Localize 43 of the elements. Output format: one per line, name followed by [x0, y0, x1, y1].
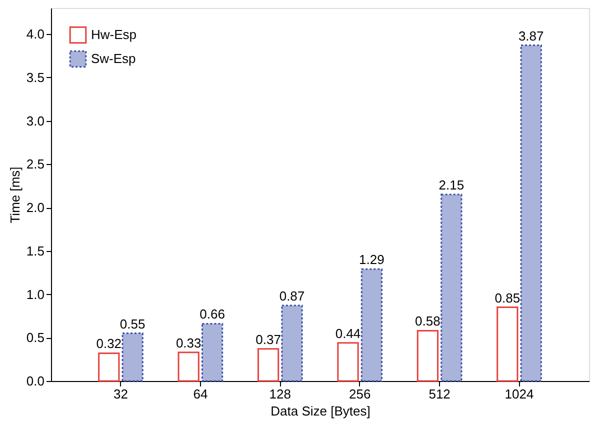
x-axis-title: Data Size [Bytes]	[270, 404, 370, 418]
x-tick-label: 1024	[504, 386, 534, 402]
data-label: 0.66	[200, 306, 225, 322]
y-tick-label: 1.0	[26, 286, 44, 302]
y-tick-label: 3.5	[26, 70, 44, 85]
data-label: 0.87	[279, 288, 305, 304]
x-tick-label: 128	[269, 386, 291, 402]
x-tick-label: 64	[193, 386, 208, 402]
bar	[337, 342, 359, 382]
data-label: 2.15	[438, 178, 464, 192]
x-tick-label: 512	[428, 386, 450, 402]
bar	[281, 304, 303, 382]
bar	[360, 268, 383, 382]
data-label: 0.37	[256, 332, 281, 347]
y-tick-label: 1.5	[26, 243, 44, 258]
bar	[98, 352, 120, 382]
bar	[520, 44, 542, 382]
data-label: 0.58	[415, 314, 440, 329]
data-label: 0.44	[335, 326, 361, 341]
bar	[496, 306, 518, 382]
x-tick-label: 256	[349, 386, 371, 402]
y-tick-label: 0.0	[26, 374, 44, 388]
data-label: 0.55	[120, 316, 146, 332]
y-tick-label: 4.0	[26, 26, 44, 42]
data-label: 1.29	[359, 252, 384, 268]
data-label: 0.32	[96, 336, 122, 352]
bar	[416, 330, 439, 382]
y-tick-label: 0.5	[26, 330, 44, 346]
y-axis-title: Time [ms]	[7, 166, 22, 224]
bar	[440, 194, 462, 382]
y-tick-label: 2.5	[26, 156, 44, 172]
data-label: 0.33	[176, 335, 202, 350]
y-tick-label: 3.0	[26, 113, 44, 128]
x-tick-label: 32	[114, 386, 128, 402]
bar	[201, 323, 224, 382]
data-label: 0.85	[494, 290, 520, 306]
bar	[257, 348, 280, 382]
y-tick-label: 2.0	[26, 200, 44, 216]
bar	[178, 352, 200, 382]
legend-label: Hw-Esp	[91, 27, 137, 42]
bar	[122, 332, 144, 382]
legend-label: Sw-Esp	[91, 51, 136, 66]
data-label: 3.87	[518, 28, 544, 44]
